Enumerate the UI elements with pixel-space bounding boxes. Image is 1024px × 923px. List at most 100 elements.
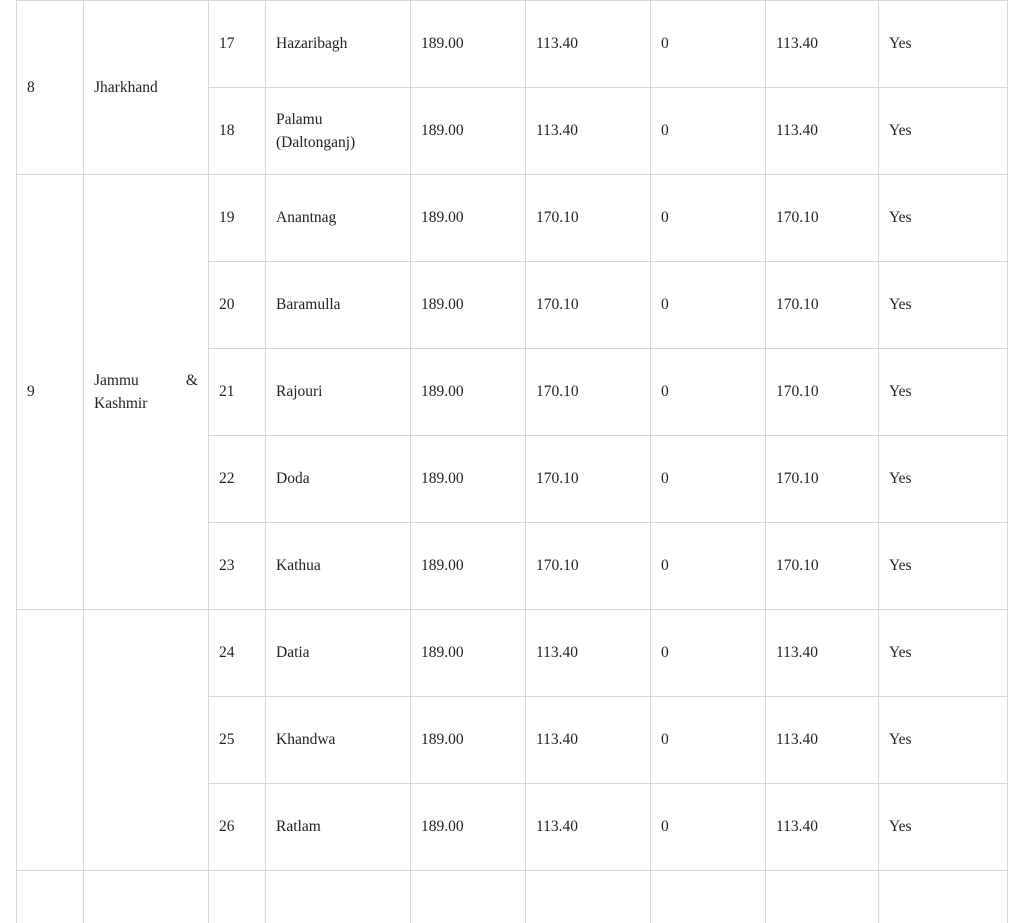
cell-sno bbox=[16, 870, 84, 923]
total-cell: 170.10 bbox=[765, 174, 879, 262]
eligible-flag-cell: Yes bbox=[878, 783, 1008, 871]
amount-cell: 170.10 bbox=[525, 174, 651, 262]
eligible-flag-cell: Yes bbox=[878, 522, 1008, 610]
district-number-cell: 18 bbox=[208, 87, 266, 175]
total-cell: 113.40 bbox=[765, 609, 879, 697]
district-name-cell: Anantnag bbox=[265, 174, 411, 262]
district-name-cell: Doda bbox=[265, 435, 411, 523]
deduction-cell: 0 bbox=[650, 87, 766, 175]
total-cell: 113.40 bbox=[765, 87, 879, 175]
rate-cell: 189.00 bbox=[410, 696, 526, 784]
serial-number-cell bbox=[16, 609, 84, 871]
table-row: 22 Doda 189.00 170.10 0 170.10 Yes bbox=[17, 435, 1008, 523]
district-name-cell: Palamu (Daltonganj) bbox=[265, 87, 411, 175]
cell-amount bbox=[525, 870, 651, 923]
eligible-flag-cell: Yes bbox=[878, 348, 1008, 436]
district-name-cell: Khandwa bbox=[265, 696, 411, 784]
rate-cell: 189.00 bbox=[410, 348, 526, 436]
eligible-flag-cell: Yes bbox=[878, 0, 1008, 88]
total-cell: 113.40 bbox=[765, 696, 879, 784]
deduction-cell: 0 bbox=[650, 348, 766, 436]
cell-state bbox=[83, 870, 209, 923]
serial-number-cell: 8 bbox=[16, 0, 84, 175]
total-cell: 170.10 bbox=[765, 435, 879, 523]
state-name-cell: Jammu & Kashmir bbox=[83, 174, 209, 610]
total-cell: 170.10 bbox=[765, 261, 879, 349]
cell-district bbox=[265, 870, 411, 923]
table-row: 21 Rajouri 189.00 170.10 0 170.10 Yes bbox=[17, 348, 1008, 436]
deduction-cell: 0 bbox=[650, 174, 766, 262]
rate-cell: 189.00 bbox=[410, 522, 526, 610]
state-name-cell: Jharkhand bbox=[83, 0, 209, 175]
cell-flag bbox=[878, 870, 1008, 923]
district-rate-table: 8 Jharkhand 17 Hazaribagh 189.00 113.40 0 113.4… bbox=[16, 0, 1008, 923]
district-number-cell: 17 bbox=[208, 0, 266, 88]
district-number-cell: 19 bbox=[208, 174, 266, 262]
serial-number-cell: 9 bbox=[16, 174, 84, 610]
table-row: 23 Kathua 189.00 170.10 0 170.10 Yes bbox=[17, 522, 1008, 610]
district-name-cell: Baramulla bbox=[265, 261, 411, 349]
eligible-flag-cell: Yes bbox=[878, 87, 1008, 175]
district-number-cell: 21 bbox=[208, 348, 266, 436]
deduction-cell: 0 bbox=[650, 783, 766, 871]
total-cell: 113.40 bbox=[765, 0, 879, 88]
rate-cell: 189.00 bbox=[410, 435, 526, 523]
district-number-cell: 20 bbox=[208, 261, 266, 349]
state-name-label: Jharkhand bbox=[94, 78, 158, 96]
deduction-cell: 0 bbox=[650, 435, 766, 523]
district-name-cell: Kathua bbox=[265, 522, 411, 610]
cell-zero bbox=[650, 870, 766, 923]
deduction-cell: 0 bbox=[650, 0, 766, 88]
district-name-cell: Datia bbox=[265, 609, 411, 697]
deduction-cell: 0 bbox=[650, 261, 766, 349]
state-name-cell bbox=[83, 609, 209, 871]
amount-cell: 113.40 bbox=[525, 609, 651, 697]
amount-cell: 170.10 bbox=[525, 348, 651, 436]
district-number-cell: 26 bbox=[208, 783, 266, 871]
district-number-cell: 23 bbox=[208, 522, 266, 610]
total-cell: 113.40 bbox=[765, 783, 879, 871]
eligible-flag-cell: Yes bbox=[878, 174, 1008, 262]
amount-cell: 113.40 bbox=[525, 696, 651, 784]
rate-cell: 189.00 bbox=[410, 609, 526, 697]
table-row: 20 Baramulla 189.00 170.10 0 170.10 Yes bbox=[17, 261, 1008, 349]
district-name-cell: Rajouri bbox=[265, 348, 411, 436]
cell-rate bbox=[410, 870, 526, 923]
table-row: 25 Khandwa 189.00 113.40 0 113.40 Yes bbox=[17, 696, 1008, 784]
amount-cell: 170.10 bbox=[525, 522, 651, 610]
rate-cell: 189.00 bbox=[410, 174, 526, 262]
table-row: 18 Palamu (Daltonganj) 189.00 113.40 0 113.40… bbox=[17, 87, 1008, 175]
district-name-cell: Hazaribagh bbox=[265, 0, 411, 88]
table-body: 8 Jharkhand 17 Hazaribagh 189.00 113.40 0 113.4… bbox=[16, 0, 1008, 923]
table-row: 26 Ratlam 189.00 113.40 0 113.40 Yes bbox=[17, 783, 1008, 871]
district-number-cell: 24 bbox=[208, 609, 266, 697]
deduction-cell: 0 bbox=[650, 609, 766, 697]
table-row: 8 Jharkhand 17 Hazaribagh 189.00 113.40 0 113.4… bbox=[16, 0, 1008, 175]
rate-cell: 189.00 bbox=[410, 0, 526, 88]
total-cell: 170.10 bbox=[765, 522, 879, 610]
table-row: 9 Jammu & Kashmir 19 Anantnag 189.00 170.10 0 1… bbox=[16, 174, 1008, 610]
eligible-flag-cell: Yes bbox=[878, 435, 1008, 523]
amount-cell: 170.10 bbox=[525, 261, 651, 349]
amount-cell: 113.40 bbox=[525, 783, 651, 871]
eligible-flag-cell: Yes bbox=[878, 261, 1008, 349]
table-row: 24 Datia 189.00 113.40 0 113.40 Yes bbox=[16, 609, 1008, 871]
deduction-cell: 0 bbox=[650, 522, 766, 610]
cell-id bbox=[208, 870, 266, 923]
amount-cell: 113.40 bbox=[525, 0, 651, 88]
deduction-cell: 0 bbox=[650, 696, 766, 784]
total-cell: 170.10 bbox=[765, 348, 879, 436]
table-row-partial-bottom bbox=[16, 870, 1008, 923]
eligible-flag-cell: Yes bbox=[878, 609, 1008, 697]
district-number-cell: 22 bbox=[208, 435, 266, 523]
rate-cell: 189.00 bbox=[410, 87, 526, 175]
state-name-label: Jammu & Kashmir bbox=[94, 371, 198, 412]
amount-cell: 113.40 bbox=[525, 87, 651, 175]
amount-cell: 170.10 bbox=[525, 435, 651, 523]
rate-cell: 189.00 bbox=[410, 783, 526, 871]
rate-cell: 189.00 bbox=[410, 261, 526, 349]
cell-total bbox=[765, 870, 879, 923]
district-number-cell: 25 bbox=[208, 696, 266, 784]
